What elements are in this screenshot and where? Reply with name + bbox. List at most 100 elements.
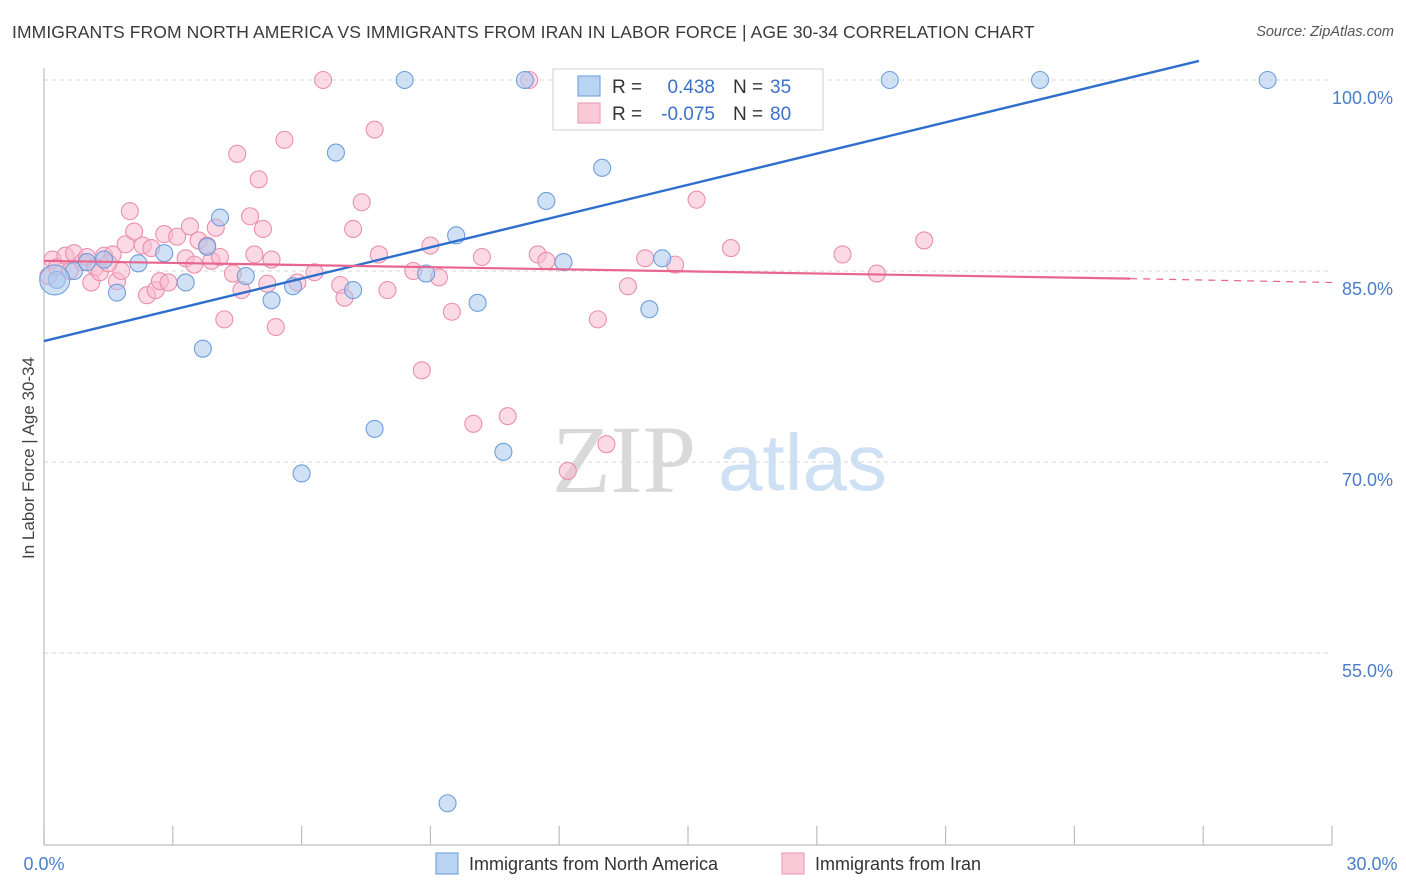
iran-point-68 bbox=[636, 249, 655, 268]
iran-point-71 bbox=[721, 239, 740, 258]
legend-swatch-north-america bbox=[435, 852, 459, 875]
north-america-point-34 bbox=[198, 237, 217, 256]
trend-line-iran-extension bbox=[1130, 278, 1333, 284]
iran-point-27 bbox=[185, 255, 204, 274]
trend-line-north-america bbox=[43, 59, 1200, 343]
legend-label-north-america: Immigrants from North America bbox=[469, 854, 719, 874]
watermark-atlas: atlas bbox=[718, 418, 887, 507]
north-america-point-19 bbox=[468, 293, 487, 312]
chart-title: IMMIGRANTS FROM NORTH AMERICA VS IMMIGRA… bbox=[12, 22, 1035, 42]
stats-swatch-blue bbox=[577, 75, 601, 97]
stats-r-label-blue: R = bbox=[612, 77, 642, 98]
iran-point-67 bbox=[618, 277, 637, 296]
iran-point-60 bbox=[498, 407, 517, 426]
series-north-america-points bbox=[39, 70, 1277, 813]
north-america-point-23 bbox=[554, 253, 573, 272]
iran-point-73 bbox=[833, 245, 852, 264]
iran-point-59 bbox=[472, 247, 491, 267]
north-america-point-25 bbox=[640, 300, 659, 319]
north-america-point-11 bbox=[292, 464, 311, 483]
iran-point-58 bbox=[464, 414, 483, 433]
stats-r-value-blue: 0.438 bbox=[667, 77, 715, 98]
y-tick-label-0: 100.0% bbox=[1332, 88, 1393, 108]
iran-point-51 bbox=[365, 120, 384, 139]
north-america-point-29 bbox=[880, 70, 899, 90]
iran-point-41 bbox=[258, 274, 277, 293]
iran-point-77 bbox=[314, 70, 333, 90]
x-tick-label-min: 0.0% bbox=[23, 854, 64, 874]
iran-point-70 bbox=[687, 190, 706, 209]
stats-n-value-pink: 80 bbox=[770, 104, 791, 125]
north-america-point-13 bbox=[344, 281, 363, 300]
north-america-point-12 bbox=[326, 143, 345, 162]
north-america-point-5 bbox=[176, 273, 195, 292]
stats-n-label-pink: N = bbox=[733, 104, 763, 125]
iran-point-33 bbox=[215, 310, 234, 329]
stats-r-value-pink: -0.075 bbox=[661, 104, 715, 125]
y-tick-labels: 100.0% 85.0% 70.0% 55.0% bbox=[1332, 88, 1393, 681]
iran-point-32 bbox=[210, 247, 230, 267]
north-america-point-24 bbox=[593, 158, 612, 177]
iran-point-24 bbox=[168, 227, 187, 246]
stats-swatch-pink bbox=[577, 102, 601, 124]
stats-r-label-pink: R = bbox=[612, 104, 642, 125]
iran-point-65 bbox=[588, 310, 607, 329]
legend-label-iran: Immigrants from Iran bbox=[815, 854, 981, 874]
iran-point-44 bbox=[275, 130, 294, 149]
north-america-point-14 bbox=[365, 419, 384, 438]
iran-point-66 bbox=[597, 435, 616, 454]
iran-point-43 bbox=[266, 317, 285, 337]
north-america-point-8 bbox=[236, 267, 255, 286]
stats-legend: R = 0.438 N = 35 R = -0.075 N = 80 bbox=[552, 68, 824, 131]
north-america-point-22 bbox=[537, 191, 556, 211]
iran-point-49 bbox=[344, 219, 363, 239]
trend-lines bbox=[43, 59, 1333, 343]
legend-swatch-iran bbox=[781, 852, 805, 875]
north-america-point-16 bbox=[417, 264, 436, 283]
north-america-point-17 bbox=[438, 794, 457, 813]
iran-point-55 bbox=[412, 361, 431, 380]
y-tick-label-1: 85.0% bbox=[1342, 279, 1393, 299]
iran-point-53 bbox=[378, 281, 397, 300]
north-america-point-20 bbox=[494, 442, 513, 461]
iran-point-63 bbox=[537, 251, 556, 270]
iran-point-40 bbox=[253, 219, 273, 239]
stats-n-value-blue: 35 bbox=[770, 77, 791, 98]
bottom-legend: Immigrants from North America Immigrants… bbox=[435, 852, 981, 875]
x-tick-marks bbox=[43, 826, 1333, 845]
x-tick-label-max: 30.0% bbox=[1346, 854, 1397, 874]
north-america-point-9 bbox=[262, 291, 281, 310]
north-america-cluster-point bbox=[39, 264, 71, 296]
north-america-point-15 bbox=[395, 70, 414, 90]
iran-point-16 bbox=[120, 202, 139, 221]
north-america-point-3 bbox=[107, 283, 127, 302]
iran-point-75 bbox=[915, 231, 934, 250]
iran-point-38 bbox=[245, 245, 264, 264]
iran-point-64 bbox=[558, 461, 577, 480]
iran-point-26 bbox=[180, 217, 200, 236]
watermark-zip: ZIP bbox=[552, 406, 696, 513]
north-america-point-21 bbox=[515, 70, 534, 90]
north-america-point-7 bbox=[210, 208, 230, 227]
y-tick-label-3: 55.0% bbox=[1342, 661, 1393, 681]
source-label: Source: ZipAtlas.com bbox=[1256, 24, 1394, 40]
iran-point-23 bbox=[159, 273, 178, 292]
north-america-point-33 bbox=[155, 244, 174, 263]
iran-point-35 bbox=[228, 144, 247, 163]
iran-point-39 bbox=[249, 170, 268, 189]
iran-point-50 bbox=[352, 193, 371, 212]
trend-line-iran bbox=[43, 259, 1131, 280]
iran-point-17 bbox=[125, 222, 144, 241]
north-america-point-32 bbox=[95, 250, 114, 269]
iran-point-37 bbox=[241, 207, 260, 226]
y-axis-label: In Labor Force | Age 30-34 bbox=[19, 357, 38, 559]
y-tick-label-2: 70.0% bbox=[1342, 470, 1393, 490]
north-america-point-30 bbox=[1031, 70, 1050, 90]
gridlines bbox=[44, 79, 1332, 654]
north-america-point-26 bbox=[653, 249, 672, 268]
north-america-point-6 bbox=[193, 339, 212, 358]
north-america-point-31 bbox=[1258, 70, 1277, 90]
iran-point-57 bbox=[442, 302, 461, 321]
stats-n-label-blue: N = bbox=[733, 77, 763, 98]
